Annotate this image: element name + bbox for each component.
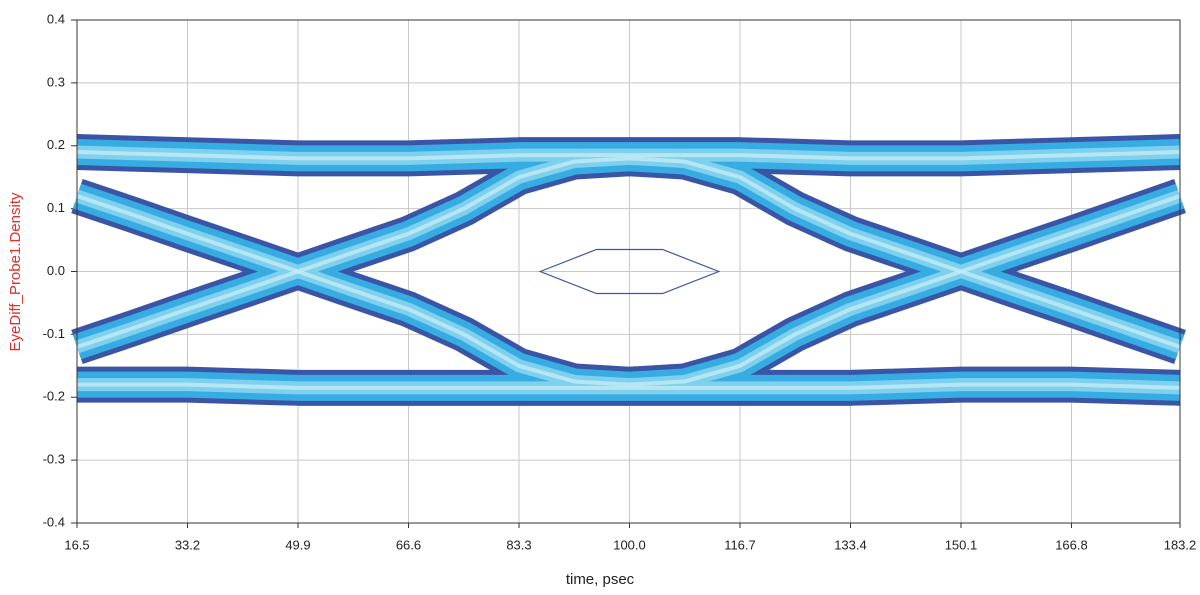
x-tick-label: 150.1 [945,537,978,552]
plot-frame [76,19,1181,524]
eye-mask [538,248,721,295]
x-tick-label: 133.4 [834,537,867,552]
x-axis-label: time, psec [566,571,635,588]
eye-trace [76,156,630,349]
y-tick-label: 0.3 [47,74,65,89]
x-tick-label: 100.0 [613,537,646,552]
y-tick-label: -0.4 [43,514,65,529]
y-tick-label: 0.2 [47,137,65,152]
y-tick-label: -0.3 [43,452,65,467]
y-tick-label: 0.1 [47,200,65,215]
eye-trace [77,382,1181,390]
eye-density [71,134,1186,406]
eye-trace [629,156,1181,349]
x-tick-label: 166.8 [1055,537,1088,552]
x-tick-label: 66.6 [396,537,421,552]
y-tick-label: -0.2 [43,389,65,404]
y-tick-label: 0.4 [47,11,65,26]
x-tick-label: 49.9 [285,537,310,552]
eye-trace [629,194,1181,387]
x-tick-label: 83.3 [506,537,531,552]
x-tick-label: 183.2 [1164,537,1197,552]
x-tick-label: 16.5 [64,537,89,552]
x-tick-label: 116.7 [724,537,756,552]
y-axis-label: EyeDiff_Probe1.Density [7,192,24,351]
y-tick-label: 0.0 [47,263,65,278]
eye-trace [76,150,1181,161]
x-tick-label: 33.2 [175,537,200,552]
eye-trace [76,194,630,387]
y-tick-label: -0.1 [43,326,65,341]
